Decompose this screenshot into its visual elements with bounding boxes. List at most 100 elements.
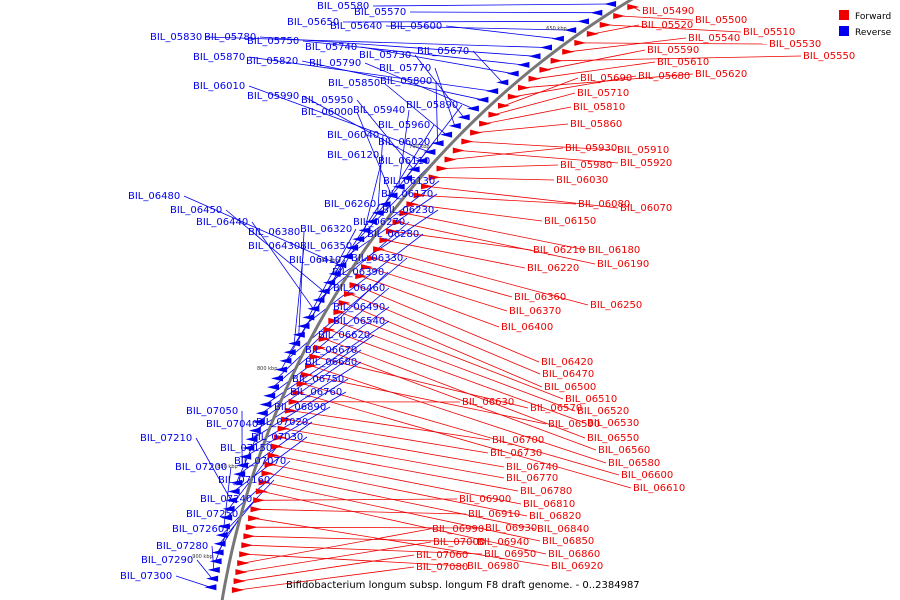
gene-label-bil_06910[interactable]: BIL_06910 — [468, 509, 520, 520]
gene-arrow-bil_06330[interactable] — [279, 357, 292, 364]
gene-arrow-bil_05680[interactable] — [507, 93, 520, 100]
gene-label-bil_07060[interactable]: BIL_07060 — [416, 550, 468, 561]
gene-arrow-bil_06580[interactable] — [305, 362, 317, 369]
gene-label-bil_07280[interactable]: BIL_07280 — [156, 541, 208, 552]
gene-label-bil_05740[interactable]: BIL_05740 — [305, 42, 357, 53]
gene-arrow-bil_06440[interactable] — [307, 305, 320, 312]
gene-label-bil_07210[interactable]: BIL_07210 — [140, 433, 192, 444]
gene-label-bil_06610[interactable]: BIL_06610 — [633, 483, 685, 494]
gene-arrow-bil_05490[interactable] — [627, 4, 640, 10]
gene-label-bil_06410[interactable]: BIL_06410 — [289, 255, 341, 266]
gene-arrow-bil_07150[interactable] — [222, 505, 235, 512]
gene-arrow-bil_06030[interactable] — [428, 174, 441, 181]
gene-arrow-bil_06630[interactable] — [288, 398, 301, 405]
gene-label-bil_06990[interactable]: BIL_06990 — [432, 524, 484, 535]
gene-arrow-bil_06410[interactable] — [275, 366, 288, 373]
gene-arrow-bil_06850[interactable] — [258, 479, 271, 486]
gene-label-bil_06580[interactable]: BIL_06580 — [608, 458, 660, 469]
gene-label-bil_05590[interactable]: BIL_05590 — [647, 45, 699, 56]
gene-arrow-bil_05820[interactable] — [476, 96, 489, 103]
gene-label-bil_06760[interactable]: BIL_06760 — [290, 387, 342, 398]
gene-arrow-bil_05860[interactable] — [470, 129, 483, 136]
gene-label-bil_06730[interactable]: BIL_06730 — [490, 448, 542, 459]
gene-arrow-bil_05570[interactable] — [590, 9, 603, 16]
gene-label-bil_05570[interactable]: BIL_05570 — [354, 7, 406, 18]
gene-arrow-bil_06770[interactable] — [274, 434, 287, 441]
gene-label-bil_06320[interactable]: BIL_06320 — [300, 224, 352, 235]
gene-arrow-bil_05790[interactable] — [466, 105, 479, 112]
gene-arrow-bil_07070[interactable] — [220, 514, 233, 521]
gene-arrow-bil_07250[interactable] — [211, 549, 224, 556]
gene-label-bil_06860[interactable]: BIL_06860 — [548, 549, 600, 560]
gene-label-bil_06070[interactable]: BIL_06070 — [620, 203, 672, 214]
gene-arrow-bil_06590[interactable] — [300, 371, 313, 378]
gene-arrow-bil_05810[interactable] — [479, 120, 492, 127]
gene-arrow-bil_06680[interactable] — [248, 427, 261, 434]
gene-label-bil_07160[interactable]: BIL_07160 — [218, 475, 270, 486]
gene-label-bil_06750[interactable]: BIL_06750 — [292, 374, 344, 385]
gene-label-bil_05580[interactable]: BIL_05580 — [317, 1, 369, 12]
gene-arrow-bil_06320[interactable] — [302, 314, 315, 321]
gene-label-bil_07260[interactable]: BIL_07260 — [172, 524, 224, 535]
gene-arrow-bil_06250[interactable] — [373, 246, 386, 253]
gene-label-bil_05790[interactable]: BIL_05790 — [309, 58, 361, 69]
gene-label-bil_07250[interactable]: BIL_07250 — [186, 509, 238, 520]
gene-label-bil_05980[interactable]: BIL_05980 — [560, 160, 612, 171]
gene-arrow-bil_06450[interactable] — [317, 288, 330, 295]
gene-label-bil_05850[interactable]: BIL_05850 — [328, 78, 380, 89]
gene-label-bil_05550[interactable]: BIL_05550 — [803, 51, 855, 62]
gene-arrow-bil_05940[interactable] — [392, 183, 405, 190]
gene-label-bil_05730[interactable]: BIL_05730 — [359, 50, 411, 61]
gene-label-bil_05910[interactable]: BIL_05910 — [617, 145, 669, 156]
gene-label-bil_06700[interactable]: BIL_06700 — [492, 435, 544, 446]
gene-arrow-bil_06950[interactable] — [241, 542, 254, 549]
gene-label-bil_06950[interactable]: BIL_06950 — [484, 549, 536, 560]
gene-label-bil_07290[interactable]: BIL_07290 — [141, 555, 193, 566]
gene-label-bil_06520[interactable]: BIL_06520 — [577, 406, 629, 417]
gene-label-bil_06480[interactable]: BIL_06480 — [128, 191, 180, 202]
gene-arrow-bil_06510[interactable] — [333, 309, 346, 315]
gene-arrow-bil_05530[interactable] — [574, 39, 587, 46]
gene-arrow-bil_05950[interactable] — [407, 166, 420, 173]
gene-arrow-bil_06920[interactable] — [248, 515, 261, 522]
gene-arrow-bil_06280[interactable] — [297, 323, 310, 330]
gene-arrow-bil_06020[interactable] — [365, 218, 377, 225]
gene-arrow-bil_07240[interactable] — [213, 540, 226, 547]
gene-label-bil_06020[interactable]: BIL_06020 — [378, 137, 430, 148]
gene-arrow-bil_06080[interactable] — [413, 192, 426, 199]
gene-arrow-bil_06130[interactable] — [346, 244, 359, 251]
gene-arrow-bil_05780[interactable] — [528, 53, 541, 60]
gene-arrow-bil_06190[interactable] — [392, 219, 405, 226]
gene-arrow-bil_05640[interactable] — [564, 27, 577, 34]
gene-arrow-bil_05740[interactable] — [506, 70, 519, 77]
gene-label-bil_05600[interactable]: BIL_05600 — [390, 21, 442, 32]
gene-label-bil_05750[interactable]: BIL_05750 — [247, 36, 299, 47]
gene-label-bil_07020[interactable]: BIL_07020 — [256, 417, 308, 428]
gene-arrow-bil_05580[interactable] — [604, 1, 617, 7]
gene-label-bil_06510[interactable]: BIL_06510 — [565, 394, 617, 405]
gene-arrow-bil_06360[interactable] — [367, 255, 379, 262]
gene-label-bil_05950[interactable]: BIL_05950 — [301, 95, 353, 106]
gene-arrow-bil_05830[interactable] — [540, 44, 552, 51]
gene-label-bil_05710[interactable]: BIL_05710 — [577, 88, 629, 99]
gene-arrow-bil_06370[interactable] — [361, 264, 373, 271]
gene-arrow-bil_06840[interactable] — [261, 470, 274, 477]
gene-label-bil_06600[interactable]: BIL_06600 — [621, 470, 673, 481]
gene-arrow-bil_06740[interactable] — [277, 425, 290, 432]
gene-label-bil_06850[interactable]: BIL_06850 — [542, 536, 594, 547]
gene-arrow-bil_06430[interactable] — [288, 340, 301, 347]
gene-arrow-bil_06070[interactable] — [421, 183, 433, 190]
gene-label-bil_06940[interactable]: BIL_06940 — [477, 537, 529, 548]
gene-label-bil_06010[interactable]: BIL_06010 — [193, 81, 245, 92]
gene-arrow-bil_05770[interactable] — [448, 122, 461, 129]
gene-label-bil_06560[interactable]: BIL_06560 — [598, 445, 650, 456]
gene-label-bil_05770[interactable]: BIL_05770 — [379, 63, 431, 74]
gene-label-bil_06130[interactable]: BIL_06130 — [383, 176, 435, 187]
gene-label-bil_06430[interactable]: BIL_06430 — [248, 241, 300, 252]
gene-arrow-bil_06270[interactable] — [312, 297, 325, 303]
gene-arrow-bil_07050[interactable] — [236, 462, 249, 469]
gene-label-bil_05620[interactable]: BIL_05620 — [695, 69, 747, 80]
gene-arrow-bil_07000[interactable] — [235, 569, 248, 576]
gene-arrow-bil_05600[interactable] — [551, 35, 564, 42]
gene-arrow-bil_06040[interactable] — [371, 209, 384, 216]
